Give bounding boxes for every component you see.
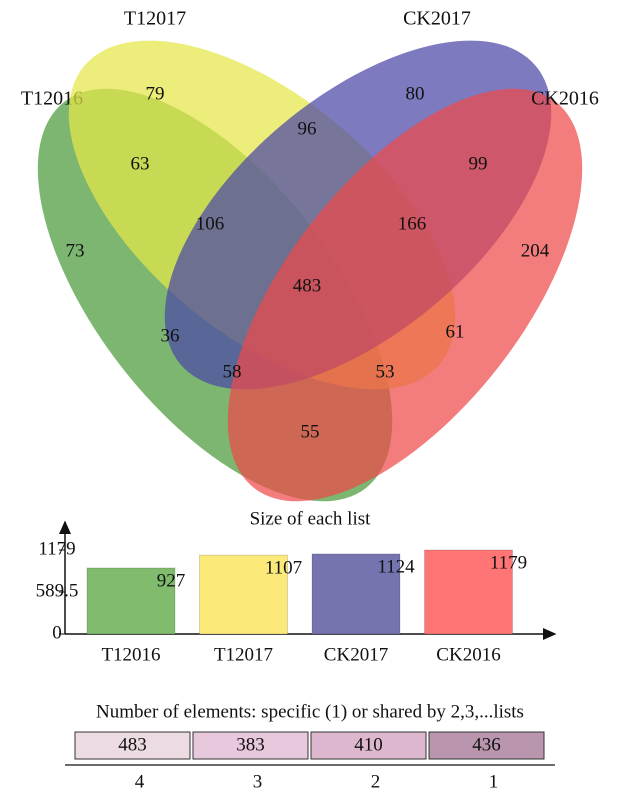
region-count: 166 bbox=[398, 213, 427, 234]
chart-title: Number of elements: specific (1) or shar… bbox=[96, 701, 524, 722]
count-box bbox=[192, 731, 309, 760]
x-tick-label: CK2017 bbox=[324, 644, 388, 665]
bar-label: 927 bbox=[157, 570, 186, 591]
region-count: 53 bbox=[376, 361, 395, 382]
x-tick-label: T12016 bbox=[101, 644, 160, 665]
bar bbox=[424, 549, 513, 635]
count-box bbox=[310, 731, 427, 760]
region-count: 204 bbox=[521, 240, 550, 261]
chart-title: Size of each list bbox=[250, 508, 372, 529]
region-count: 36 bbox=[161, 325, 180, 346]
count-label: 483 bbox=[118, 734, 147, 755]
region-count: 58 bbox=[223, 361, 242, 382]
region-count: 80 bbox=[406, 83, 425, 104]
set-label: T12017 bbox=[124, 8, 186, 30]
y-tick-label: 0 bbox=[52, 622, 62, 643]
bar bbox=[311, 553, 401, 635]
set-label: CK2016 bbox=[531, 88, 599, 110]
region-count: 106 bbox=[196, 213, 225, 234]
x-tick-label: CK2016 bbox=[436, 644, 500, 665]
bar-label: 1107 bbox=[265, 557, 302, 578]
region-count: 73 bbox=[66, 240, 85, 261]
count-box bbox=[428, 731, 545, 760]
set-label: CK2017 bbox=[403, 8, 471, 30]
y-tick-label: 1179 bbox=[38, 538, 75, 559]
count-label: 383 bbox=[236, 734, 265, 755]
x-tick-label: 4 bbox=[135, 771, 145, 792]
region-count: 99 bbox=[469, 153, 488, 174]
region-count: 63 bbox=[131, 153, 150, 174]
region-count: 483 bbox=[293, 275, 322, 296]
bar bbox=[199, 554, 288, 635]
bar-label: 1179 bbox=[490, 552, 527, 573]
count-label: 410 bbox=[354, 734, 383, 755]
set-label: T12016 bbox=[21, 88, 83, 110]
x-tick-label: 2 bbox=[371, 771, 381, 792]
count-label: 436 bbox=[472, 734, 501, 755]
region-count: 79 bbox=[146, 83, 165, 104]
venn-set bbox=[227, 88, 583, 502]
x-tick-label: 3 bbox=[253, 771, 263, 792]
count-box bbox=[74, 731, 191, 760]
x-tick-label: T12017 bbox=[214, 644, 273, 665]
region-count: 96 bbox=[298, 118, 317, 139]
x-tick-label: 1 bbox=[489, 771, 499, 792]
bar-label: 1124 bbox=[377, 556, 415, 577]
bar bbox=[86, 567, 176, 635]
y-tick-label: 589.5 bbox=[36, 580, 79, 601]
region-count: 61 bbox=[446, 321, 465, 342]
region-count: 55 bbox=[301, 421, 320, 442]
